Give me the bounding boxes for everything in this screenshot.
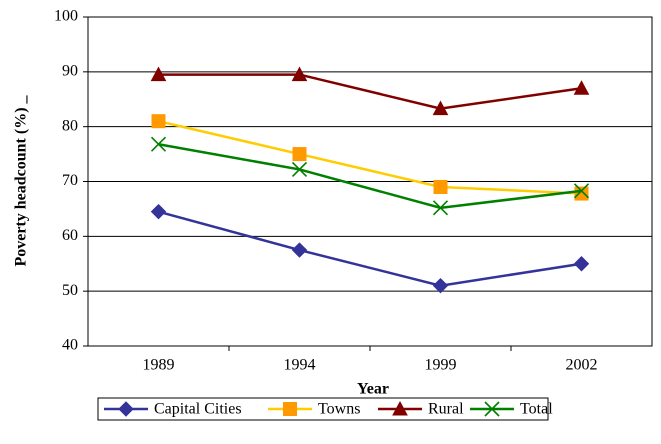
y-tick-label: 70 [62,172,78,189]
series-line [158,210,582,287]
marker [291,242,308,258]
marker [432,200,449,216]
legend-label: Capital Cities [154,401,242,418]
y-axis-label: Poverty headcount (%) _ [13,94,30,266]
y-tick-label: 100 [54,8,78,25]
legend-label: Total [520,401,553,418]
marker [573,183,590,199]
marker [392,400,408,416]
marker [484,401,500,417]
marker [432,100,449,116]
marker [283,402,297,416]
y-tick-label: 60 [62,227,78,244]
y-tick-label: 50 [62,282,78,299]
marker [151,114,166,129]
y-tick-label: 40 [62,337,78,354]
x-tick-label: 2002 [566,357,598,374]
legend-label: Rural [428,401,464,418]
marker [433,179,448,194]
x-tick-label: 1989 [143,357,175,374]
x-axis-label: Year [357,381,389,398]
marker [573,256,590,272]
marker [118,401,134,417]
series-line [158,73,582,110]
series-line [158,142,582,210]
legend-label: Towns [318,401,360,418]
legend-box [97,397,549,421]
marker [150,136,167,152]
marker [150,203,167,220]
marker [150,66,167,82]
marker [291,66,308,82]
marker [573,80,590,95]
marker [432,277,449,294]
y-tick-label: 90 [62,63,78,80]
series-line [158,119,582,195]
y-tick-label: 80 [62,117,78,134]
x-tick-label: 1994 [284,357,316,374]
marker [292,147,307,162]
x-tick-label: 1999 [425,357,457,374]
marker [574,186,589,201]
marker [291,161,308,178]
